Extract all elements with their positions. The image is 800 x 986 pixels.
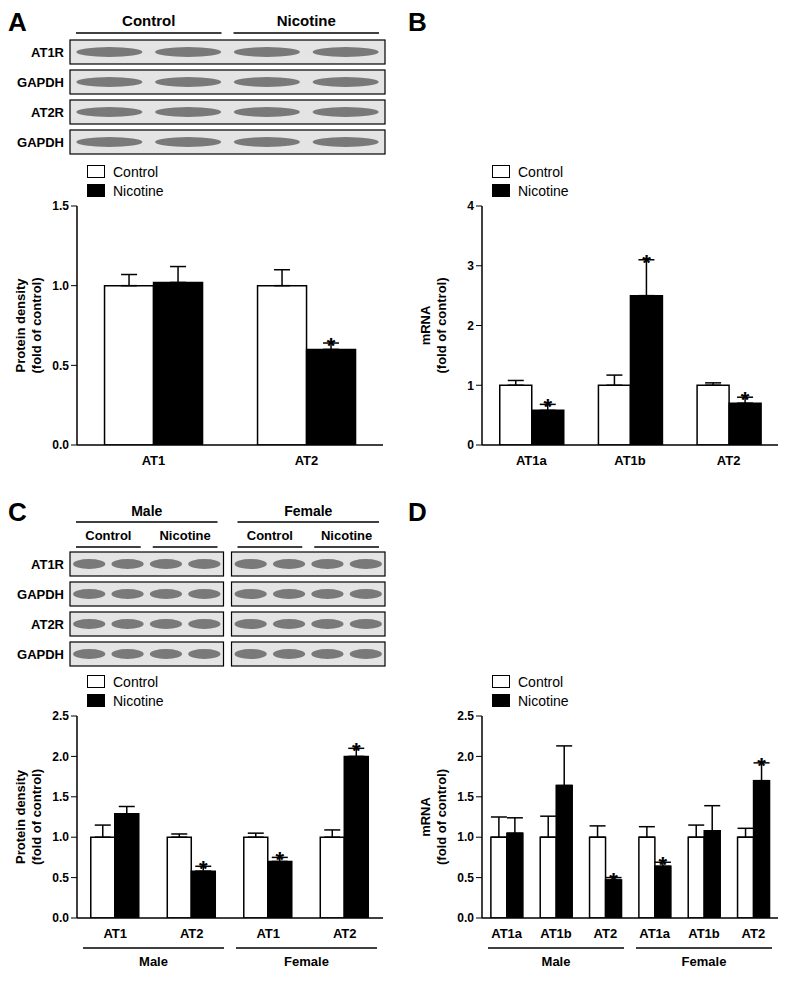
svg-text:AT2: AT2 <box>594 926 618 941</box>
html-text:A: A <box>8 7 27 37</box>
svg-text:*: * <box>543 394 552 419</box>
svg-text:0.0: 0.0 <box>52 911 69 925</box>
svg-text:Male: Male <box>131 503 162 519</box>
html-text:Control: Control <box>113 163 159 180</box>
svg-text:AT1a: AT1a <box>516 453 548 468</box>
svg-text:GAPDH: GAPDH <box>17 135 64 150</box>
svg-text:Control: Control <box>247 528 293 543</box>
svg-text:AT2R: AT2R <box>31 105 65 120</box>
svg-text:AT1a: AT1a <box>491 926 523 941</box>
svg-text:AT2R: AT2R <box>31 617 65 632</box>
svg-text:AT2: AT2 <box>333 926 357 941</box>
svg-text:1.5: 1.5 <box>52 199 69 213</box>
html-text:Control: Control <box>113 673 159 690</box>
svg-text:*: * <box>659 852 668 877</box>
svg-text:Female: Female <box>284 503 332 519</box>
html-text:Nicotine: Nicotine <box>113 182 164 199</box>
svg-text:mRNA(fold of control): mRNA(fold of control) <box>418 769 449 865</box>
svg-text:AT2: AT2 <box>180 926 204 941</box>
svg-text:2.5: 2.5 <box>457 709 474 723</box>
svg-text:*: * <box>275 847 284 872</box>
svg-text:Nicotine: Nicotine <box>321 528 372 543</box>
svg-text:Control: Control <box>85 528 131 543</box>
svg-text:GAPDH: GAPDH <box>17 75 64 90</box>
svg-text:Female: Female <box>284 954 329 969</box>
svg-text:Protein density(fold of contro: Protein density(fold of control) <box>13 769 44 865</box>
svg-text:AT1a: AT1a <box>639 926 671 941</box>
svg-text:Protein density(fold of contro: Protein density(fold of control) <box>13 277 44 373</box>
svg-text:Control: Control <box>122 12 175 29</box>
svg-text:2.5: 2.5 <box>52 709 69 723</box>
svg-text:1.5: 1.5 <box>457 790 474 804</box>
html-text:D: D <box>408 497 427 527</box>
svg-text:2.0: 2.0 <box>52 750 69 764</box>
svg-text:*: * <box>352 738 361 763</box>
svg-text:Nicotine: Nicotine <box>277 12 336 29</box>
svg-text:0.0: 0.0 <box>52 438 69 452</box>
svg-text:1.0: 1.0 <box>52 830 69 844</box>
svg-text:1.0: 1.0 <box>457 830 474 844</box>
svg-text:GAPDH: GAPDH <box>17 587 64 602</box>
html-text:Nicotine: Nicotine <box>518 692 569 709</box>
html-text:C: C <box>8 497 27 527</box>
svg-text:AT1b: AT1b <box>540 926 572 941</box>
svg-text:AT1b: AT1b <box>614 453 646 468</box>
svg-text:AT1R: AT1R <box>31 557 65 572</box>
svg-text:AT2: AT2 <box>295 453 319 468</box>
svg-text:*: * <box>327 333 336 358</box>
svg-text:1.5: 1.5 <box>52 790 69 804</box>
html-text:Control: Control <box>518 673 564 690</box>
svg-text:AT1: AT1 <box>142 453 166 468</box>
svg-text:Female: Female <box>682 954 727 969</box>
svg-text:AT1: AT1 <box>256 926 280 941</box>
html-text:Nicotine: Nicotine <box>518 182 569 199</box>
svg-text:AT2: AT2 <box>717 453 741 468</box>
svg-text:4: 4 <box>467 199 474 213</box>
svg-text:Nicotine: Nicotine <box>159 528 210 543</box>
html-text:Nicotine: Nicotine <box>113 692 164 709</box>
svg-text:AT1b: AT1b <box>688 926 720 941</box>
svg-text:Male: Male <box>542 954 571 969</box>
svg-text:GAPDH: GAPDH <box>17 647 64 662</box>
svg-text:Male: Male <box>139 954 168 969</box>
html-text:Control: Control <box>518 163 564 180</box>
svg-text:1.0: 1.0 <box>52 279 69 293</box>
svg-text:0: 0 <box>467 438 474 452</box>
svg-text:0.0: 0.0 <box>457 911 474 925</box>
svg-text:0.5: 0.5 <box>52 871 69 885</box>
svg-text:1: 1 <box>467 379 474 393</box>
svg-text:3: 3 <box>467 259 474 273</box>
svg-text:AT1: AT1 <box>103 926 127 941</box>
svg-text:*: * <box>741 387 750 412</box>
svg-text:2: 2 <box>467 319 474 333</box>
svg-text:2.0: 2.0 <box>457 750 474 764</box>
svg-text:AT2: AT2 <box>742 926 766 941</box>
svg-text:*: * <box>757 753 766 778</box>
svg-text:0.5: 0.5 <box>457 871 474 885</box>
svg-text:0.5: 0.5 <box>52 359 69 373</box>
svg-text:*: * <box>609 868 618 893</box>
svg-text:*: * <box>642 250 651 275</box>
svg-text:mRNA(fold of control): mRNA(fold of control) <box>418 277 449 373</box>
html-text:B: B <box>408 7 427 37</box>
svg-text:*: * <box>199 856 208 881</box>
svg-text:AT1R: AT1R <box>31 45 65 60</box>
